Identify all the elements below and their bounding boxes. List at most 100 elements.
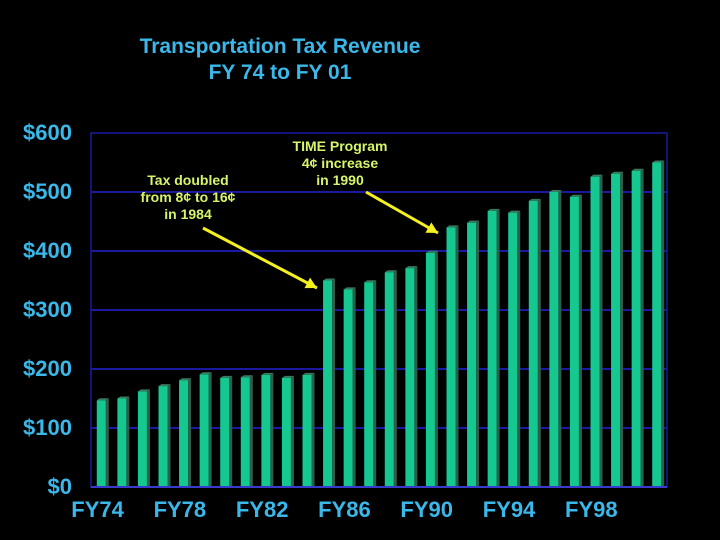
bar-FY83 <box>281 377 291 487</box>
bar-side <box>126 396 130 487</box>
bar-FY96 <box>549 192 559 487</box>
bar-top <box>549 190 562 192</box>
bar-top <box>302 372 315 375</box>
bar-FY97 <box>569 196 579 487</box>
bar-top <box>240 375 253 378</box>
bar-FY99 <box>611 173 621 487</box>
bar-side <box>208 372 212 487</box>
bar-FY81 <box>240 377 250 487</box>
bar-side <box>311 372 315 487</box>
bar-top <box>364 280 377 283</box>
bar-side <box>167 384 171 487</box>
bar-FY85 <box>323 280 333 487</box>
bar-top <box>323 278 336 281</box>
bar-side <box>476 220 480 487</box>
bar-FY88 <box>384 272 394 487</box>
annotation-1984-line-3: in 1984 <box>164 206 212 222</box>
bar-top <box>261 372 274 375</box>
bar-FY87 <box>364 282 374 487</box>
x-tick-label: FY90 <box>400 497 454 522</box>
annotation-1984: Tax doubled from 8¢ to 16¢ in 1984 <box>108 172 268 223</box>
bar-side <box>249 375 253 487</box>
bar-top <box>467 220 480 223</box>
annotation-1990-line-1: TIME Program <box>292 138 388 154</box>
bar-FY95 <box>528 200 538 487</box>
bar-side <box>496 208 500 487</box>
arrow-icon-1984-head <box>304 277 317 289</box>
chart-subtitle: FY 74 to FY 01 <box>208 61 352 84</box>
y-tick-label: $500 <box>23 179 72 204</box>
bar-side <box>229 375 233 487</box>
arrow-icon-1990-head <box>425 222 438 233</box>
bar-side <box>393 270 397 487</box>
bar-side <box>537 198 541 487</box>
bar-side <box>517 210 521 487</box>
bar-top <box>179 378 192 381</box>
y-tick-label: $600 <box>23 120 72 145</box>
bar-side <box>640 168 644 487</box>
bar-side <box>373 280 377 487</box>
bar-side <box>578 194 582 487</box>
bar-FY74 <box>96 400 106 487</box>
bar-FY84 <box>302 374 312 487</box>
bar-top <box>405 266 418 269</box>
arrow-icon-1984-line <box>202 226 318 290</box>
x-tick-label: FY98 <box>565 497 618 522</box>
y-tick-label: $100 <box>23 415 72 440</box>
bar-side <box>290 375 294 487</box>
bar-FY98 <box>590 176 600 487</box>
bar-FY90 <box>425 252 435 487</box>
bar-top <box>137 389 150 392</box>
bar-side <box>558 190 562 487</box>
bar-FY89 <box>405 268 415 487</box>
bar-top <box>117 396 130 399</box>
bar-FY80 <box>220 377 230 487</box>
bar-side <box>352 287 356 487</box>
x-tick-label: FY82 <box>235 497 289 522</box>
bar-FY86 <box>343 289 353 487</box>
bar-top <box>446 225 459 228</box>
bar-top <box>199 372 212 375</box>
bar-FY92 <box>467 222 477 487</box>
bar-FY93 <box>487 210 497 487</box>
bar-top <box>96 398 109 401</box>
bar-top <box>487 208 500 211</box>
x-tick-label: FY74 <box>71 497 124 522</box>
y-tick-label: $0 <box>47 474 72 499</box>
bar-top <box>384 270 397 273</box>
bar-side <box>620 171 624 487</box>
bar-side <box>270 372 274 487</box>
annotation-1990-line-3: in 1990 <box>316 172 364 188</box>
bar-top <box>220 375 233 378</box>
annotation-1990: TIME Program 4¢ increase in 1990 <box>265 138 415 189</box>
bar-top <box>611 171 624 174</box>
x-tick-label: FY86 <box>318 497 371 522</box>
bar-FY77 <box>158 386 168 487</box>
bar-FY82 <box>261 374 271 487</box>
bar-FY91 <box>446 227 456 487</box>
bar-top <box>158 384 171 387</box>
bar-top <box>590 174 603 177</box>
bar-side <box>146 389 150 487</box>
annotation-1984-line-1: Tax doubled <box>147 172 229 188</box>
bar-top <box>508 210 521 213</box>
annotation-1990-line-2: 4¢ increase <box>301 155 379 171</box>
y-tick-label: $400 <box>23 238 72 263</box>
bar-side <box>188 378 192 487</box>
y-tick-label: $300 <box>23 297 72 322</box>
bar-side <box>434 250 438 487</box>
bar-top <box>528 198 541 201</box>
chart-title: Transportation Tax Revenue <box>139 35 421 58</box>
bar-FY94 <box>508 212 518 487</box>
bar-FY00 <box>631 170 641 487</box>
bar-top <box>343 287 356 290</box>
bar-FY01 <box>652 162 662 487</box>
bar-side <box>332 278 336 487</box>
bar-top <box>425 250 438 253</box>
bar-top <box>281 375 294 378</box>
bar-FY76 <box>137 391 147 487</box>
bar-side <box>105 398 109 487</box>
bar-top <box>631 168 644 171</box>
bar-top <box>652 160 665 163</box>
